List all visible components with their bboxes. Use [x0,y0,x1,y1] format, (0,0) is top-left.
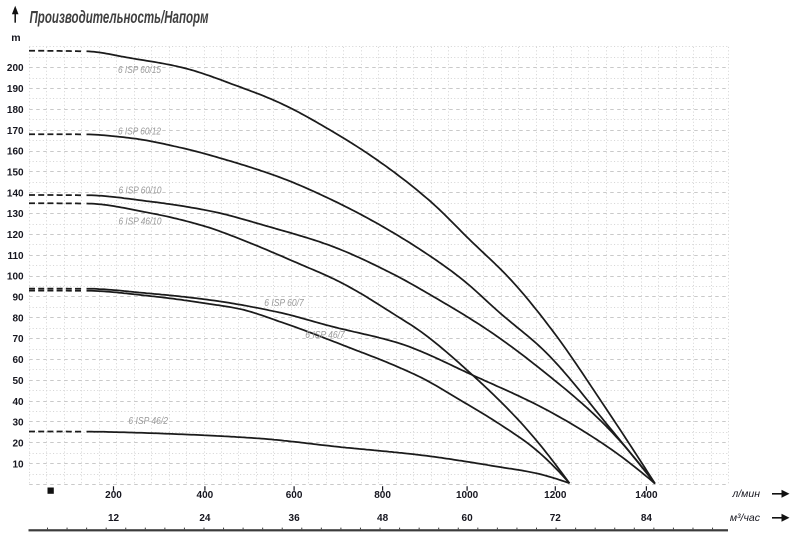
svg-text:1000: 1000 [456,490,479,501]
svg-text:50: 50 [12,376,24,387]
svg-text:Производительность/Напорм: Производительность/Напорм [30,7,209,27]
svg-text:20: 20 [12,439,24,450]
svg-text:72: 72 [550,513,562,524]
svg-text:100: 100 [7,272,24,283]
svg-text:800: 800 [374,490,391,501]
svg-text:6 ISP 60/7: 6 ISP 60/7 [264,298,304,309]
svg-text:6 ISP 46/7: 6 ISP 46/7 [305,330,345,341]
svg-text:120: 120 [7,230,24,241]
svg-text:140: 140 [7,188,24,199]
svg-text:л/мин: л/мин [731,488,760,500]
svg-text:12: 12 [108,513,120,524]
svg-text:6 ISP 60/12: 6 ISP 60/12 [118,127,161,138]
svg-text:48: 48 [377,513,389,524]
svg-text:1200: 1200 [544,490,567,501]
svg-text:84: 84 [641,513,653,524]
svg-text:30: 30 [12,418,24,429]
svg-text:190: 190 [7,84,24,95]
svg-text:80: 80 [12,313,24,324]
svg-text:150: 150 [7,168,24,179]
svg-text:400: 400 [197,490,214,501]
svg-text:36: 36 [289,513,301,524]
svg-text:10: 10 [12,459,24,470]
svg-text:160: 160 [7,147,24,158]
svg-text:130: 130 [7,209,24,220]
svg-text:600: 600 [286,490,303,501]
svg-text:1400: 1400 [635,490,658,501]
svg-text:110: 110 [7,251,24,262]
svg-text:m: m [11,32,20,44]
svg-text:40: 40 [12,397,24,408]
svg-text:200: 200 [7,63,24,74]
svg-text:24: 24 [199,513,211,524]
svg-text:170: 170 [7,126,24,137]
svg-text:6 ISP 46/2: 6 ISP 46/2 [128,416,168,427]
svg-text:6 ISP 60/15: 6 ISP 60/15 [118,65,161,76]
svg-text:70: 70 [12,334,24,345]
svg-text:м³/час: м³/час [730,512,761,524]
svg-text:200: 200 [105,490,122,501]
svg-text:60: 60 [12,355,24,366]
svg-text:6 ISP 60/10: 6 ISP 60/10 [119,186,162,197]
svg-text:6 ISP 46/10: 6 ISP 46/10 [119,217,162,228]
svg-text:180: 180 [7,105,24,116]
svg-text:60: 60 [462,513,474,524]
svg-text:90: 90 [12,293,24,304]
